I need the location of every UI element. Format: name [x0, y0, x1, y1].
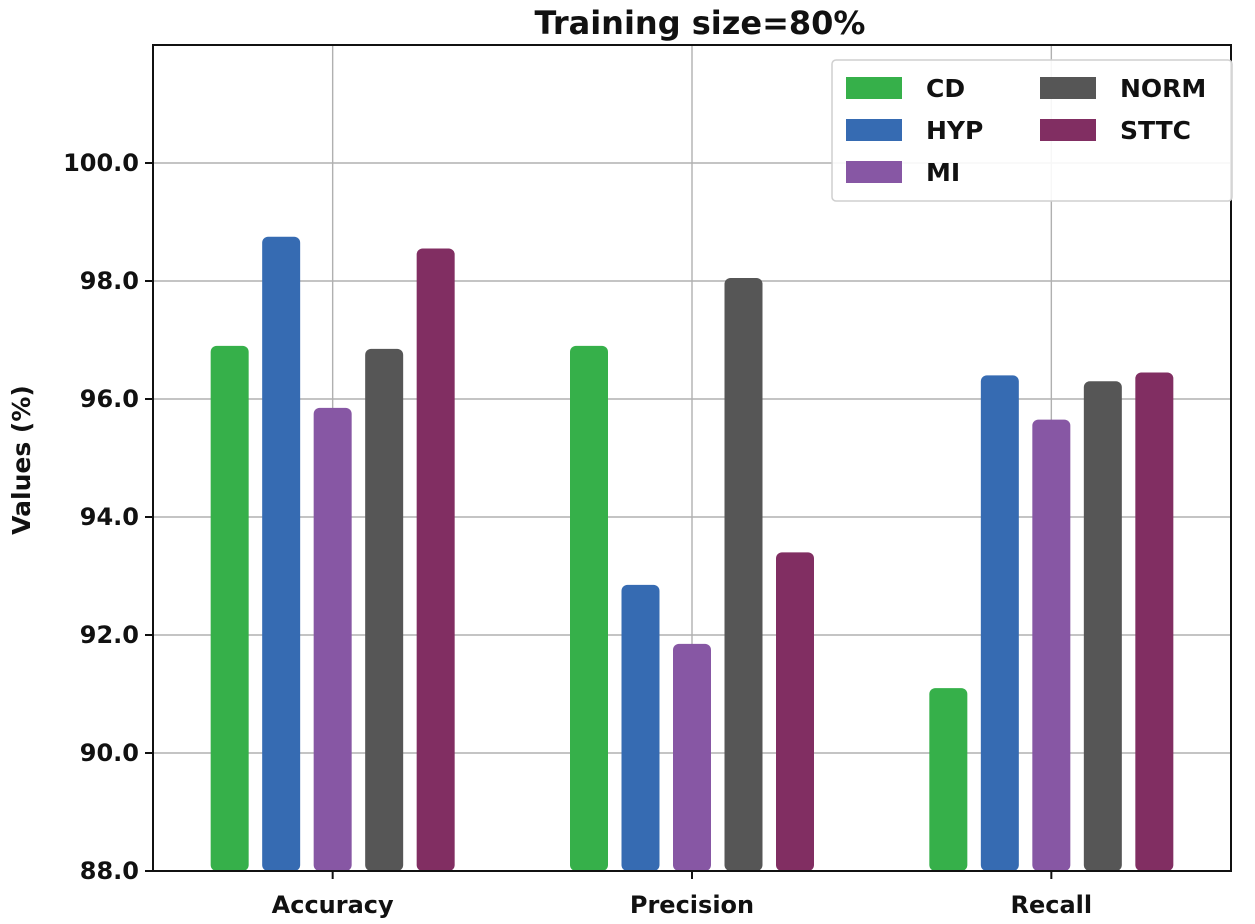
- y-tick-label: 94.0: [80, 503, 139, 531]
- legend: CD HYP MI NORM STTC: [831, 59, 1233, 202]
- bar-mi-accuracy: [313, 407, 352, 871]
- x-tick-label: Accuracy: [272, 891, 394, 919]
- legend-swatch-hyp: [846, 119, 902, 141]
- legend-swatch-cd: [846, 77, 902, 99]
- x-tick-label: Recall: [1011, 891, 1093, 919]
- legend-label-mi: MI: [926, 158, 960, 187]
- y-tick-label: 90.0: [80, 739, 139, 767]
- legend-box: [831, 59, 1233, 202]
- bar-mi-recall: [1032, 419, 1071, 871]
- legend-label-norm: NORM: [1120, 74, 1206, 103]
- x-tick-label: Precision: [630, 891, 754, 919]
- bar-cd-accuracy: [210, 345, 249, 871]
- bar-norm-precision: [724, 278, 763, 871]
- bar-norm-recall: [1083, 381, 1122, 871]
- bar-mi-precision: [673, 643, 711, 871]
- legend-swatch-norm: [1040, 77, 1096, 99]
- bar-sttc-recall: [1135, 372, 1174, 871]
- y-tick-label: 96.0: [80, 385, 139, 413]
- y-tick-label: 88.0: [80, 857, 139, 885]
- legend-swatch-sttc: [1040, 119, 1096, 141]
- legend-label-hyp: HYP: [926, 116, 983, 145]
- chart-title: Training size=80%: [535, 4, 866, 42]
- y-tick-label: 98.0: [80, 267, 139, 295]
- y-axis: 88.0 90.0 92.0 94.0 96.0 98.0 100.0: [63, 149, 153, 885]
- legend-swatch-mi: [846, 161, 902, 183]
- bar-hyp-precision: [621, 584, 660, 871]
- x-axis: Accuracy Precision Recall: [272, 871, 1092, 919]
- legend-label-sttc: STTC: [1120, 116, 1191, 145]
- bar-cd-precision: [570, 345, 608, 871]
- bar-sttc-accuracy: [416, 248, 455, 872]
- y-tick-label: 100.0: [63, 149, 139, 177]
- legend-label-cd: CD: [926, 74, 965, 103]
- bars: [210, 236, 1174, 872]
- bar-cd-recall: [929, 688, 968, 871]
- bar-norm-accuracy: [365, 348, 404, 872]
- bar-hyp-accuracy: [262, 236, 301, 871]
- bar-sttc-precision: [776, 552, 814, 871]
- y-tick-label: 92.0: [80, 621, 139, 649]
- y-axis-label: Values (%): [7, 385, 36, 535]
- bar-hyp-recall: [980, 375, 1019, 871]
